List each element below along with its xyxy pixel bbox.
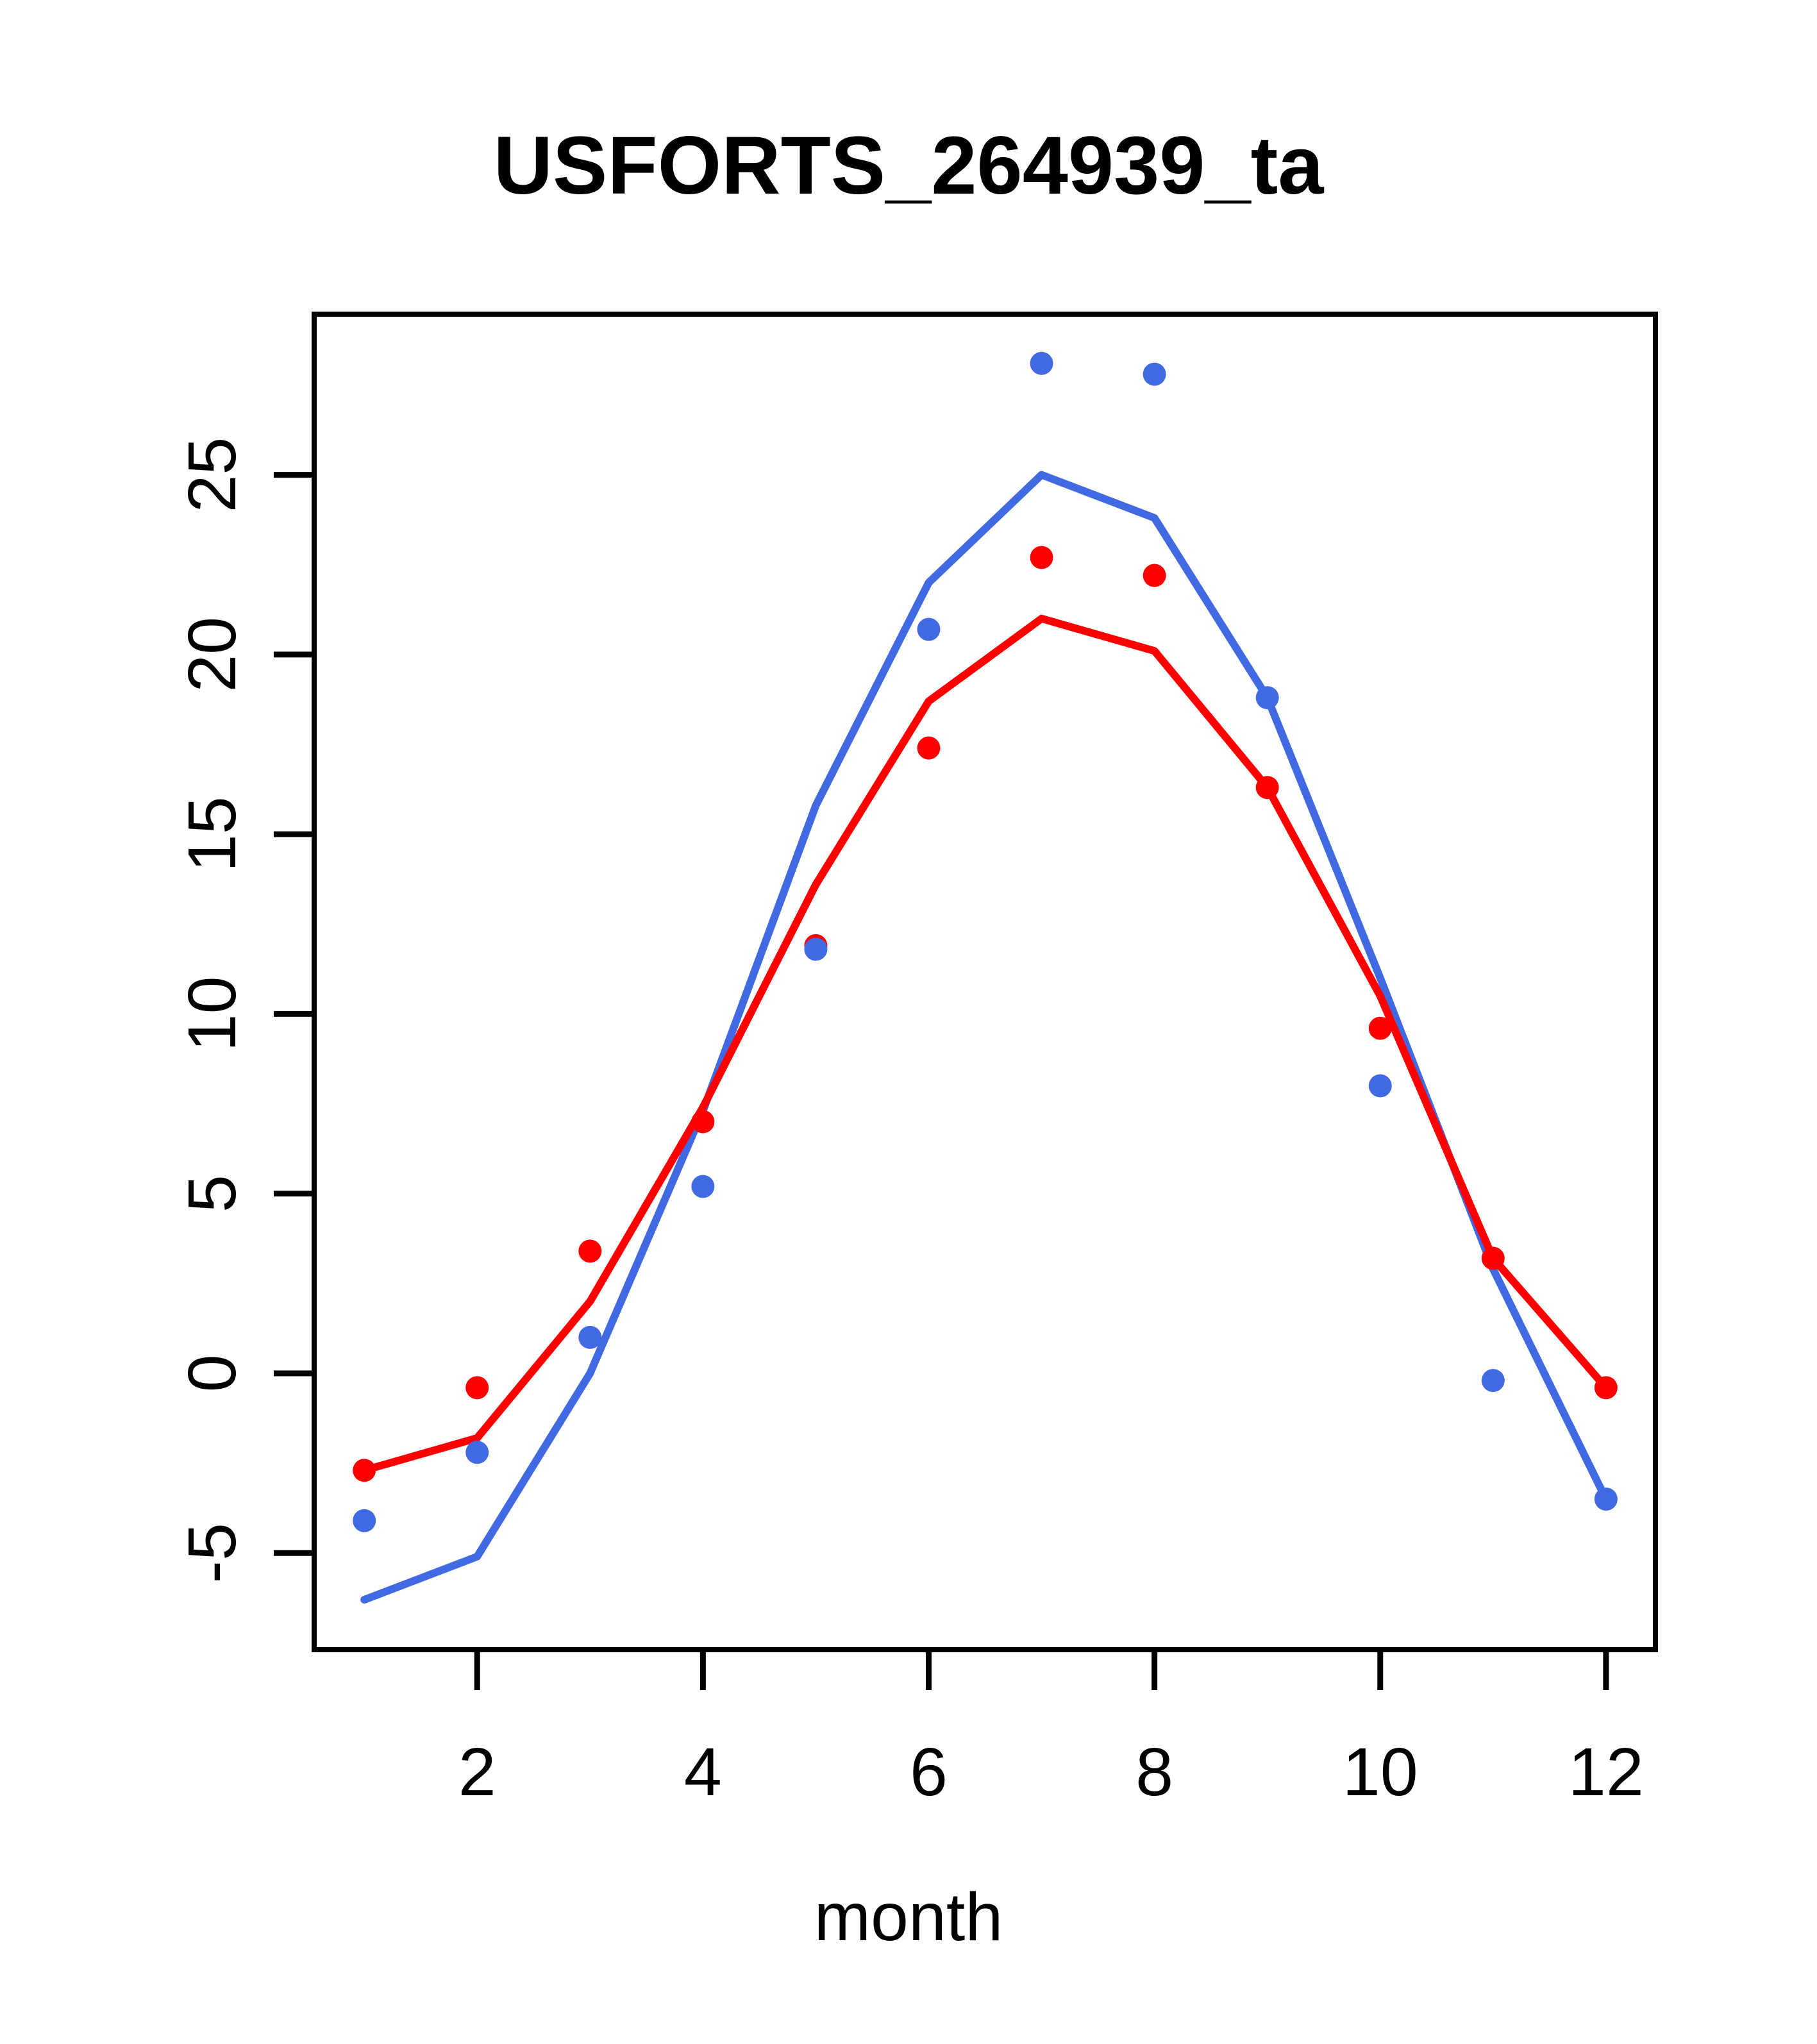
red-point <box>465 1376 489 1400</box>
blue-line <box>360 471 1610 1604</box>
blue-point <box>1368 1074 1392 1098</box>
red-line <box>360 614 1610 1475</box>
blue-point <box>1255 686 1279 710</box>
red-point <box>353 1459 376 1482</box>
red-point <box>1594 1376 1618 1400</box>
red-point <box>1481 1246 1505 1270</box>
x-tick-label: 4 <box>684 1734 722 1810</box>
blue-point <box>691 1175 715 1198</box>
blue-point <box>804 937 828 961</box>
x-tick-label: 2 <box>458 1734 496 1810</box>
blue-point <box>465 1441 489 1464</box>
red-point <box>1143 564 1166 587</box>
red-point <box>917 736 941 760</box>
blue-point <box>917 617 941 641</box>
y-tick-label: 5 <box>174 1175 250 1212</box>
y-tick-label: 10 <box>174 976 250 1051</box>
blue-point <box>1481 1369 1505 1393</box>
x-tick-label: 12 <box>1568 1734 1644 1810</box>
red-point <box>578 1239 602 1263</box>
red-point <box>1255 776 1279 800</box>
red-point <box>1368 1016 1392 1040</box>
blue-point <box>1143 362 1166 386</box>
y-tick-label: 20 <box>174 617 250 692</box>
blue-point <box>1594 1487 1618 1511</box>
y-tick-label: 25 <box>174 437 250 513</box>
x-tick-label: 10 <box>1343 1734 1418 1810</box>
x-tick-label: 8 <box>1135 1734 1173 1810</box>
y-tick-label: 0 <box>174 1354 250 1392</box>
blue-point <box>353 1509 376 1532</box>
blue-point <box>1030 351 1053 375</box>
red-point <box>691 1110 715 1134</box>
plot-box <box>312 312 1658 1652</box>
chart-title: USFORTS_264939_ta <box>493 120 1324 212</box>
x-axis-label: month <box>814 1879 1003 1955</box>
y-tick-label: 15 <box>174 796 250 872</box>
x-tick-label: 6 <box>910 1734 948 1810</box>
blue-point <box>578 1325 602 1349</box>
y-tick-label: -5 <box>174 1523 250 1583</box>
red-point <box>1030 546 1053 569</box>
